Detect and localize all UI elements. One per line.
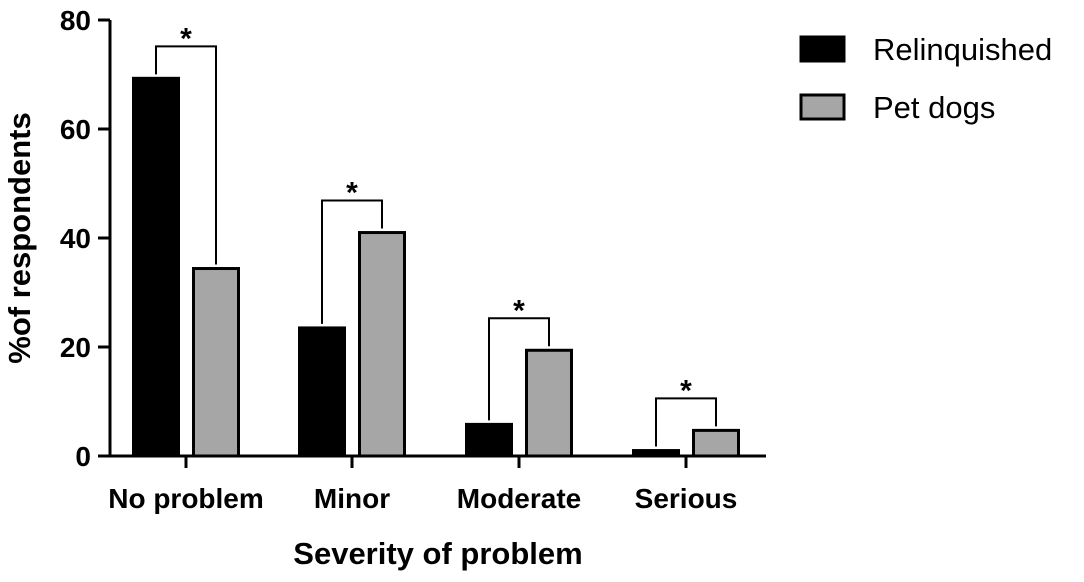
legend-swatch	[799, 93, 846, 121]
legend: Relinquished Pet dogs	[799, 32, 1052, 125]
bar-relinquished	[298, 326, 346, 458]
significance-brackets: * * * *	[155, 22, 717, 447]
y-tick-label: 80	[60, 5, 91, 36]
y-tick-label: 60	[60, 114, 91, 145]
y-tick-label: 0	[75, 441, 91, 472]
significance-bracket	[655, 397, 717, 447]
y-ticks: 0 20 40 60 80	[60, 5, 110, 472]
significance-marker: *	[513, 294, 525, 327]
x-tick-label: Minor	[314, 483, 390, 514]
bar-pet-dogs	[192, 267, 240, 458]
x-tick-label: Moderate	[457, 483, 581, 514]
significance-marker: *	[346, 177, 358, 210]
significance-bracket	[155, 45, 217, 265]
x-ticks: No problem Minor Moderate Serious	[108, 456, 737, 514]
significance-marker: *	[180, 22, 192, 55]
bar-pet-dogs	[525, 348, 573, 458]
bar-pet-dogs	[692, 428, 740, 458]
x-tick-label: Serious	[635, 483, 738, 514]
plot-area	[132, 76, 740, 458]
y-tick-label: 20	[60, 332, 91, 363]
y-axis-title: %of respondents	[2, 112, 37, 363]
legend-swatch	[799, 35, 846, 63]
y-tick-label: 40	[60, 223, 91, 254]
bar-pet-dogs	[358, 231, 406, 458]
bar-relinquished	[465, 422, 513, 458]
significance-marker: *	[680, 374, 692, 407]
significance-bracket	[488, 317, 550, 421]
x-tick-label: No problem	[108, 483, 264, 514]
legend-label: Pet dogs	[873, 90, 995, 125]
x-axis-title: Severity of problem	[293, 536, 582, 571]
legend-label: Relinquished	[873, 32, 1052, 67]
significance-bracket	[321, 199, 383, 324]
bar-relinquished	[132, 76, 180, 458]
